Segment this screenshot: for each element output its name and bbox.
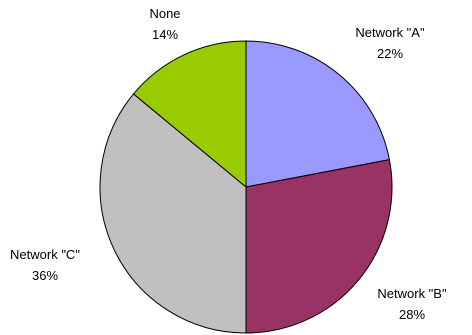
slice-label-2: Network "B"	[377, 286, 447, 301]
slice-value-label-2: 28%	[399, 307, 425, 322]
pie-slice-2	[245, 159, 393, 334]
pie-slice-4	[132, 40, 247, 189]
pie-slice-1	[245, 40, 390, 188]
slice-value-label-3: 36%	[32, 268, 58, 283]
slice-label-4: None	[149, 6, 180, 21]
pie-labels: Network "A" 22% Network "B" 28% Network "C" 3…	[10, 6, 447, 322]
pie-slices	[99, 40, 393, 334]
slice-value-label-4: 14%	[152, 27, 178, 42]
slice-label-1: Network "A"	[355, 25, 425, 40]
slice-label-3: Network "C"	[10, 247, 80, 262]
pie-slice-3	[99, 93, 247, 334]
slice-value-label-1: 22%	[377, 46, 403, 61]
